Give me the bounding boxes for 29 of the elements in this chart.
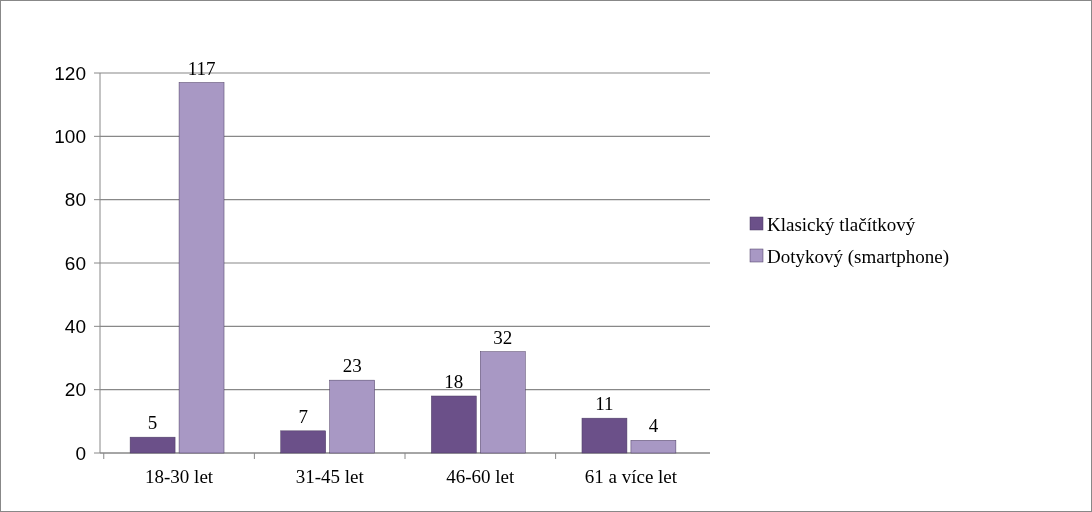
y-tick-label: 120 — [54, 62, 86, 84]
y-tick-label: 40 — [64, 315, 86, 337]
bar — [129, 436, 176, 454]
bar — [329, 379, 375, 454]
bar — [280, 430, 326, 454]
y-tick-label: 60 — [64, 252, 86, 274]
x-tick-label: 46-60 let — [446, 466, 516, 487]
bar — [480, 351, 526, 454]
data-label: 4 — [648, 415, 659, 437]
bar — [431, 395, 477, 454]
y-tick-label: 100 — [54, 125, 86, 147]
legend-label: Dotykový (smartphone) — [767, 245, 950, 268]
legend-label: Klasický tlačítkový — [767, 213, 916, 235]
bar — [581, 417, 628, 454]
data-label: 18 — [444, 371, 464, 392]
data-label: 23 — [342, 355, 362, 377]
y-tick-label: 0 — [75, 442, 86, 464]
y-tick-label: 20 — [64, 379, 86, 401]
bar — [630, 440, 677, 454]
data-label: 32 — [493, 326, 513, 348]
x-tick-label: 18-30 let — [145, 466, 214, 487]
data-label: 7 — [298, 405, 308, 427]
data-label: 5 — [147, 412, 158, 434]
x-tick-label: 31-45 let — [295, 466, 365, 487]
data-label: 117 — [187, 57, 216, 79]
data-label: 11 — [595, 393, 614, 415]
x-tick-label: 61 a více let — [584, 466, 678, 487]
bar — [178, 82, 225, 454]
y-tick-label: 80 — [64, 189, 86, 211]
